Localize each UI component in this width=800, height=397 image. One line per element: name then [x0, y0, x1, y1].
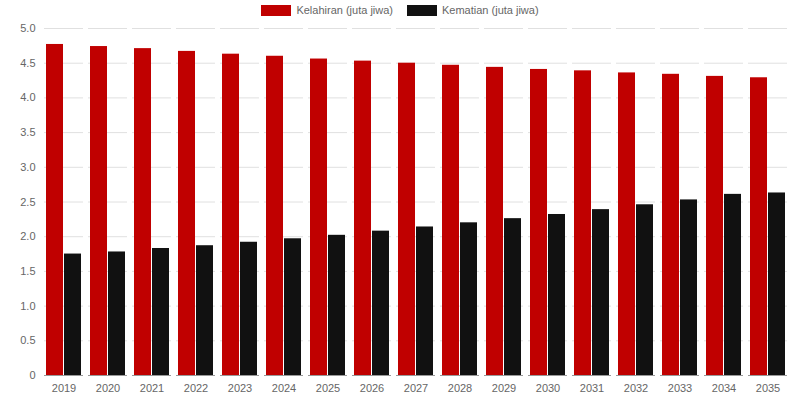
- svg-text:2035: 2035: [756, 382, 780, 394]
- svg-text:2028: 2028: [448, 382, 472, 394]
- svg-text:5.0: 5.0: [20, 22, 35, 34]
- svg-text:1.0: 1.0: [20, 300, 35, 312]
- svg-text:2033: 2033: [668, 382, 692, 394]
- svg-text:3.5: 3.5: [20, 126, 35, 138]
- svg-text:2022: 2022: [184, 382, 208, 394]
- svg-text:2031: 2031: [580, 382, 604, 394]
- svg-text:2034: 2034: [712, 382, 736, 394]
- svg-text:2024: 2024: [272, 382, 296, 394]
- svg-text:0.5: 0.5: [20, 334, 35, 346]
- svg-text:2.5: 2.5: [20, 196, 35, 208]
- svg-text:2029: 2029: [492, 382, 516, 394]
- html-text:Kelahiran (juta jiwa): Kelahiran (juta jiwa): [296, 4, 393, 16]
- svg-text:0: 0: [29, 369, 35, 381]
- svg-text:2021: 2021: [140, 382, 164, 394]
- svg-text:2032: 2032: [624, 382, 648, 394]
- svg-text:2030: 2030: [536, 382, 560, 394]
- svg-text:3.0: 3.0: [20, 161, 35, 173]
- svg-text:2025: 2025: [316, 382, 340, 394]
- svg-text:2019: 2019: [52, 382, 76, 394]
- svg-text:2023: 2023: [228, 382, 252, 394]
- svg-text:2026: 2026: [360, 382, 384, 394]
- svg-text:2027: 2027: [404, 382, 428, 394]
- svg-text:2.0: 2.0: [20, 230, 35, 242]
- svg-text:2020: 2020: [96, 382, 120, 394]
- svg-text:4.0: 4.0: [20, 91, 35, 103]
- svg-text:1.5: 1.5: [20, 265, 35, 277]
- svg-text:4.5: 4.5: [20, 57, 35, 69]
- html-text:Kematian (juta jiwa): Kematian (juta jiwa): [442, 4, 539, 16]
